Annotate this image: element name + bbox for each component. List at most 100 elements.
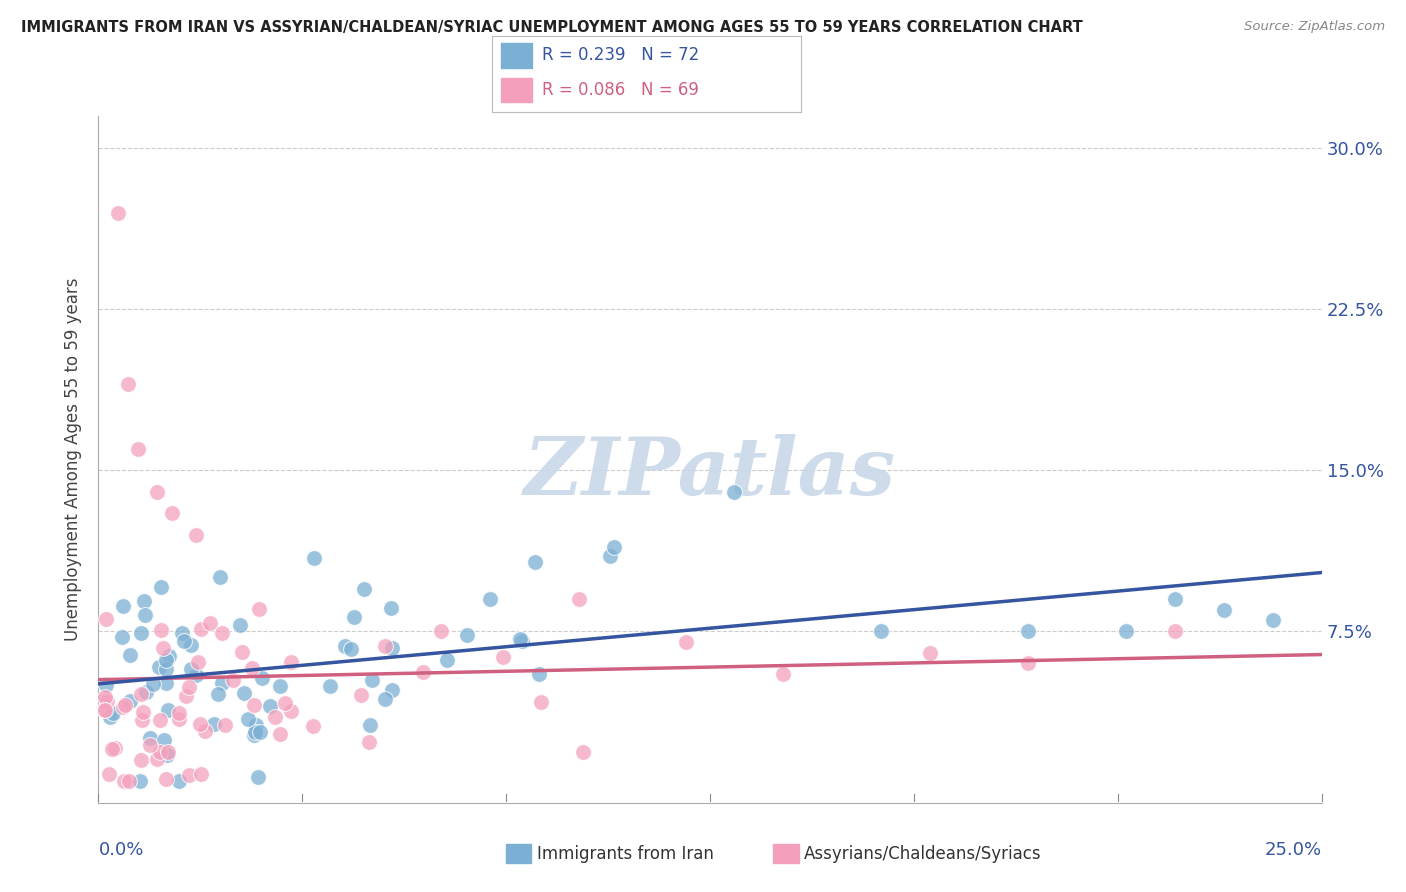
Point: [456, 627, 478, 641]
Point: [319, 679, 342, 693]
Point: [93, 703, 115, 717]
Point: [228, 617, 250, 632]
Point: [920, 646, 942, 660]
Point: [190, 717, 212, 731]
Point: [98, 710, 121, 724]
Point: [134, 608, 156, 623]
Point: [194, 723, 217, 738]
Point: [245, 725, 267, 739]
Point: [571, 745, 593, 759]
Point: [274, 696, 297, 710]
Point: [94, 612, 117, 626]
Point: [104, 740, 127, 755]
Point: [1017, 657, 1039, 671]
Point: [340, 642, 363, 657]
Point: [380, 600, 402, 615]
Point: [103, 706, 125, 720]
Point: [430, 624, 453, 639]
Point: [723, 484, 745, 499]
Point: [381, 683, 404, 698]
Point: [129, 625, 152, 640]
Point: [302, 550, 325, 565]
Point: [252, 671, 274, 685]
Point: [148, 660, 170, 674]
Point: [214, 718, 236, 732]
Point: [1164, 624, 1187, 639]
Point: [156, 747, 179, 762]
Point: [202, 716, 225, 731]
Point: [236, 712, 259, 726]
Point: [180, 638, 202, 652]
Point: [209, 570, 232, 584]
Point: [152, 641, 174, 656]
Point: [97, 767, 120, 781]
Point: [523, 555, 546, 569]
Bar: [502, 44, 533, 68]
Text: ZIPatlas: ZIPatlas: [524, 434, 896, 512]
Point: [179, 680, 201, 694]
Point: [149, 745, 172, 759]
Point: [139, 738, 162, 752]
Point: [245, 717, 267, 731]
Point: [149, 713, 172, 727]
Point: [436, 653, 458, 667]
Point: [269, 679, 291, 693]
Point: [173, 633, 195, 648]
Point: [530, 694, 553, 708]
Point: [112, 774, 135, 789]
Point: [211, 625, 233, 640]
Point: [100, 742, 122, 756]
Point: [492, 650, 515, 665]
Point: [343, 610, 366, 624]
Point: [233, 686, 256, 700]
Point: [112, 699, 135, 714]
Point: [117, 774, 139, 789]
Point: [1115, 624, 1137, 639]
Point: [91, 694, 114, 708]
Point: [357, 735, 380, 749]
Point: [1261, 613, 1284, 627]
Text: R = 0.239   N = 72: R = 0.239 N = 72: [541, 46, 699, 64]
Point: [247, 770, 270, 784]
Point: [374, 639, 396, 653]
Point: [190, 766, 212, 780]
Point: [242, 698, 264, 712]
Point: [146, 484, 169, 499]
Point: [177, 768, 200, 782]
Point: [675, 635, 697, 649]
Text: 0.0%: 0.0%: [98, 840, 143, 859]
Point: [353, 582, 375, 596]
Point: [145, 752, 167, 766]
Point: [129, 753, 152, 767]
Point: [333, 640, 356, 654]
Point: [112, 599, 135, 614]
Point: [381, 640, 404, 655]
Point: [509, 632, 531, 646]
Point: [155, 662, 177, 676]
Point: [94, 678, 117, 692]
Point: [96, 694, 118, 708]
Point: [157, 648, 180, 663]
Point: [132, 705, 155, 719]
Point: [155, 675, 177, 690]
Point: [280, 704, 302, 718]
Point: [211, 676, 233, 690]
Text: IMMIGRANTS FROM IRAN VS ASSYRIAN/CHALDEAN/SYRIAC UNEMPLOYMENT AMONG AGES 55 TO 5: IMMIGRANTS FROM IRAN VS ASSYRIAN/CHALDEA…: [21, 20, 1083, 35]
Point: [870, 624, 893, 639]
Point: [264, 709, 287, 723]
Point: [190, 622, 212, 636]
Point: [359, 718, 381, 732]
Point: [221, 673, 243, 687]
Point: [512, 633, 534, 648]
Point: [94, 690, 117, 704]
Point: [186, 527, 208, 541]
Point: [149, 580, 172, 594]
Point: [150, 624, 173, 638]
Point: [127, 442, 149, 456]
Point: [599, 549, 621, 563]
Point: [243, 729, 266, 743]
Point: [111, 630, 134, 644]
Point: [156, 702, 179, 716]
Point: [350, 688, 373, 702]
Point: [568, 591, 591, 606]
